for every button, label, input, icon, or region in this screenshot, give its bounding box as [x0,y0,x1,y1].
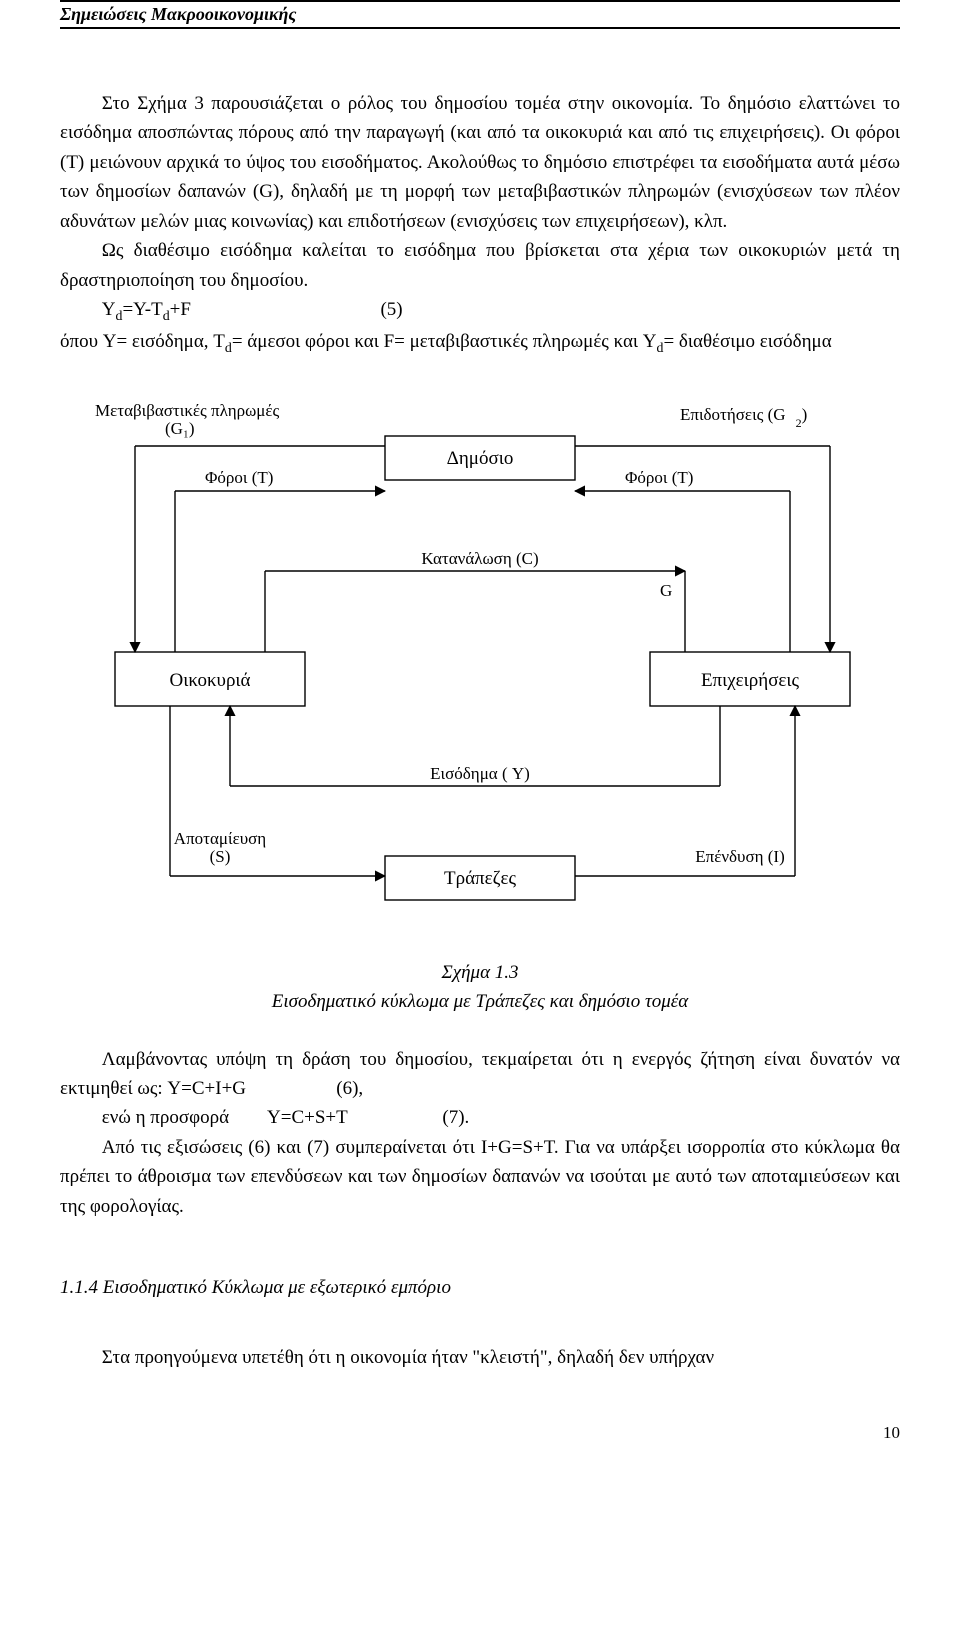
households-label: Οικοκυριά [169,670,250,691]
paragraph-5: ενώ η προσφορά Y=C+S+T (7). [60,1103,900,1132]
firms-label: Επιχειρήσεις [701,670,800,691]
taxes-right-label: Φόροι (T) [625,468,693,487]
section-heading-1-1-4: 1.1.4 Εισοδηματικό Κύκλωμα με εξωτερικό … [60,1277,900,1299]
figure-caption-line: Εισοδηματικό κύκλωμα με Τράπεζες και δημ… [272,991,689,1012]
eq-y: Y [102,299,116,320]
paragraph-6: Από τις εξισώσεις (6) και (7) συμπεραίνε… [60,1133,900,1221]
running-header: Σημειώσεις Μακροοικονομικής [60,4,296,24]
p3b: = άμεσοι φόροι και F= μεταβιβαστικές πλη… [232,331,657,352]
page-number: 10 [60,1423,900,1443]
paragraph-7: Στα προηγούμενα υπετέθη ότι η οικονομία … [60,1343,900,1372]
subsidies-label: Επιδοτήσεις (G2) [680,405,807,430]
p3-sub1: d [225,341,232,356]
paragraph-4: Λαμβάνοντας υπόψη τη δράση του δημοσίου,… [60,1045,900,1104]
p3a: όπου Y= εισόδημα, T [60,331,225,352]
eq-mid: =Y-T [122,299,162,320]
paragraph-2: Ως διαθέσιμο εισόδημα καλείται το εισόδη… [60,236,900,295]
eq-mid2: +F [170,299,191,320]
gov-label: Δημόσιο [447,448,514,469]
taxes-left-label: Φόροι (T) [205,468,273,487]
paragraph-3: όπου Y= εισόδημα, Td= άμεσοι φόροι και F… [60,327,900,359]
banks-label: Τράπεζες [444,868,516,889]
p3c: = διαθέσιμο εισόδημα [663,331,831,352]
investment-label: Επένδυση (I) [695,847,785,866]
circular-flow-diagram: Δημόσιο Μεταβιβαστικές πληρωμές (G₁) Επι… [60,396,900,936]
consumption-label: Κατανάλωση (C) [421,549,538,568]
equation-5: Yd=Y-Td+F (5) [60,295,900,327]
savings-label-1: Αποταμίευση [174,829,266,848]
transfers-label: Μεταβιβαστικές πληρωμές [95,401,280,420]
paragraph-1: Στο Σχήμα 3 παρουσιάζεται ο ρόλος του δη… [60,89,900,236]
eq-number: (5) [380,299,402,320]
g-label: G [660,581,672,600]
figure-caption-title: Σχήμα 1.3 [441,962,518,983]
savings-label-2: (S) [210,847,231,866]
income-label: Εισόδημα ( Y) [430,764,530,783]
g1-label: (G₁) [165,419,195,438]
eq-sub-d2: d [163,309,170,324]
